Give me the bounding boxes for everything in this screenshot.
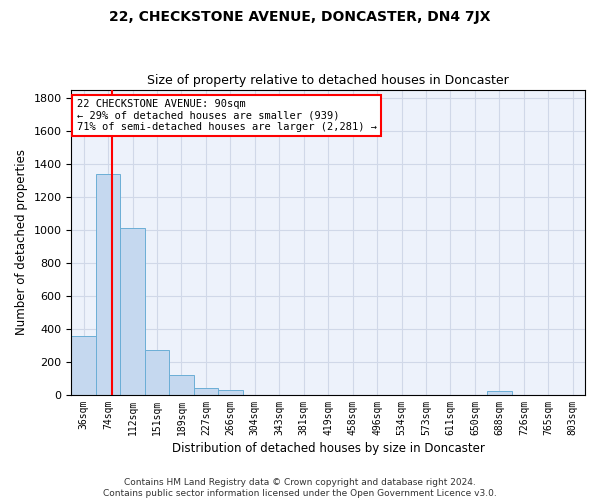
Text: Contains HM Land Registry data © Crown copyright and database right 2024.
Contai: Contains HM Land Registry data © Crown c…: [103, 478, 497, 498]
Bar: [71, 336, 96, 395]
Bar: [145, 350, 169, 395]
Title: Size of property relative to detached houses in Doncaster: Size of property relative to detached ho…: [148, 74, 509, 87]
X-axis label: Distribution of detached houses by size in Doncaster: Distribution of detached houses by size …: [172, 442, 485, 455]
Bar: [96, 174, 121, 395]
Bar: [487, 391, 512, 395]
Text: 22, CHECKSTONE AVENUE, DONCASTER, DN4 7JX: 22, CHECKSTONE AVENUE, DONCASTER, DN4 7J…: [109, 10, 491, 24]
Text: 22 CHECKSTONE AVENUE: 90sqm
← 29% of detached houses are smaller (939)
71% of se: 22 CHECKSTONE AVENUE: 90sqm ← 29% of det…: [77, 98, 377, 132]
Bar: [169, 375, 194, 395]
Y-axis label: Number of detached properties: Number of detached properties: [15, 149, 28, 335]
Bar: [218, 390, 242, 395]
Bar: [121, 228, 145, 395]
Bar: [194, 388, 218, 395]
